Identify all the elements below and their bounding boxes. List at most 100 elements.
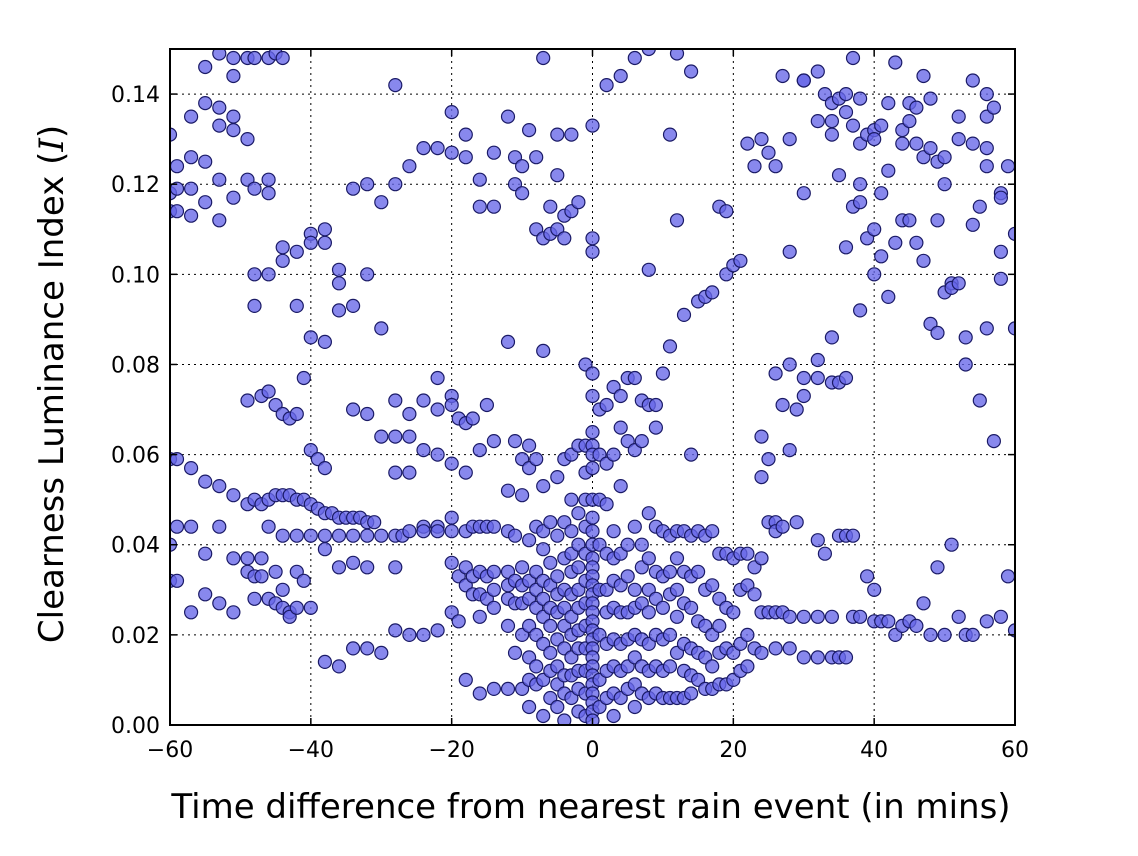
data-point [247,181,262,196]
data-point [768,641,783,656]
data-point [606,708,621,724]
data-point [444,397,459,413]
data-point [289,600,304,615]
data-point [472,172,487,187]
data-point [388,393,403,408]
data-point [824,330,840,345]
data-point [859,569,875,584]
data-point [367,515,382,530]
data-point [923,91,938,106]
data-point [226,50,241,66]
data-point [360,406,375,422]
data-point [374,321,389,336]
data-point [212,118,227,133]
data-point [641,506,656,521]
data-point [550,127,565,142]
data-point [754,470,769,485]
x-tick-label: −40 [288,738,334,763]
data-point [303,235,318,250]
data-point [852,195,868,210]
data-point [740,136,755,151]
data-point [958,330,973,345]
data-point [198,546,213,561]
data-point [388,77,403,93]
data-point [796,609,811,624]
x-tick-label: 0 [586,738,600,763]
data-point [669,582,685,597]
data-point [810,533,825,548]
data-point [507,528,523,543]
data-point [782,609,797,624]
data-point [972,393,987,408]
data-point [1007,226,1015,241]
data-point [275,528,290,543]
data-point [360,177,375,192]
data-point [184,605,199,620]
data-point [838,370,854,386]
data-point [212,596,227,611]
data-point [782,244,797,259]
data-point [184,519,199,534]
data-point [655,600,671,615]
data-point [374,195,389,210]
data-point [867,132,882,147]
data-point [683,686,699,701]
y-tick-label: 0.10 [111,263,160,288]
data-point [951,276,966,291]
y-axis-label-symbol: I [32,138,72,153]
data-point [303,330,318,345]
data-point [881,163,896,178]
data-point [768,159,783,174]
x-tick-label: −20 [428,738,474,763]
data-point [965,136,980,151]
data-point [824,113,840,129]
data-point [747,587,762,602]
data-point [170,204,185,219]
data-point [317,334,332,349]
data-point [388,623,403,638]
data-point [733,253,748,268]
data-point [550,569,565,584]
y-axis-label-prefix: Clearness Luminance Index ( [32,152,72,644]
data-point [472,199,487,214]
data-point [810,64,825,79]
data-point [888,235,903,250]
data-point [867,222,882,237]
data-point [599,77,614,93]
data-point [402,429,417,444]
data-point [676,307,692,322]
data-point [845,528,861,543]
data-point [212,172,227,187]
data-point [662,659,678,674]
data-point [789,515,804,530]
data-point [500,681,516,697]
data-point [416,393,431,408]
data-point [705,524,720,539]
data-point [198,474,213,489]
data-point [958,357,973,372]
data-point [507,645,523,661]
data-point [937,627,952,643]
data-point [198,154,213,169]
data-point [486,199,501,214]
data-point [374,645,389,661]
data-point [817,546,833,561]
data-point [768,366,783,381]
y-tick-label: 0.12 [111,173,160,198]
data-point [641,49,656,57]
data-point [543,199,558,214]
data-point [916,68,931,84]
data-point [514,560,530,575]
data-point [346,181,361,196]
data-point [810,352,825,368]
data-point [226,488,241,503]
data-point [993,271,1009,286]
data-point [775,397,790,413]
data-point [261,267,276,282]
data-point [247,50,262,66]
data-point [881,614,896,629]
data-point [571,560,586,575]
data-point [1000,569,1015,584]
data-point [458,127,473,142]
data-point [909,100,924,115]
